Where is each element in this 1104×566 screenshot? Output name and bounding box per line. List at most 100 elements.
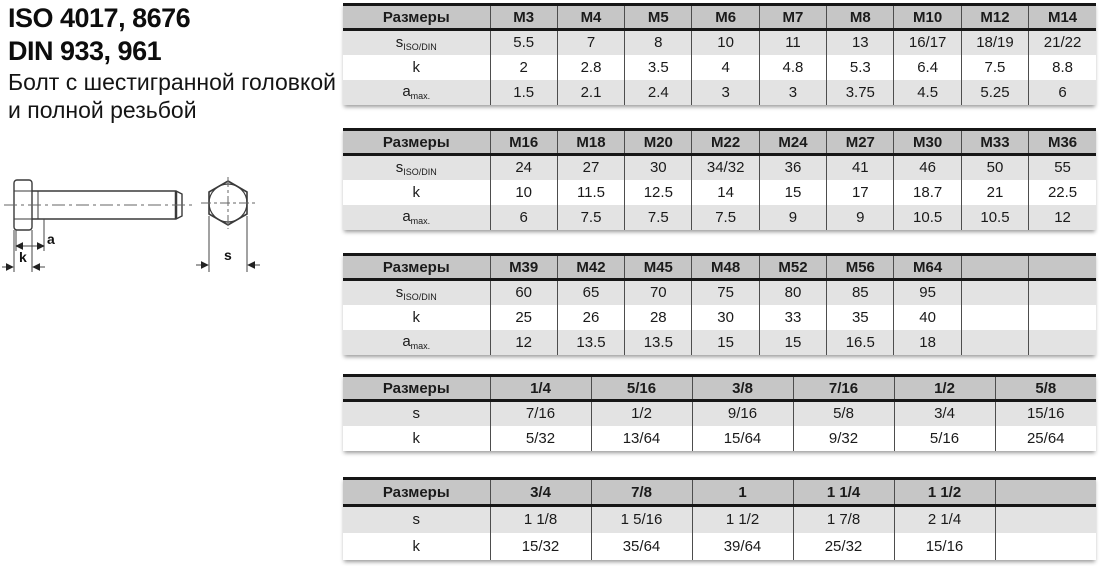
value-cell: 9/16 bbox=[691, 400, 793, 426]
size-column-header: 1 1/4 bbox=[792, 478, 894, 507]
row-label-cell: k bbox=[343, 532, 490, 560]
dimension-table-3: Размеры M39 M42 M45 M48 M52 M56 M64 sISO/DIN 60 65… bbox=[343, 253, 1096, 355]
value-cell: 35/64 bbox=[590, 532, 692, 560]
table-row: sISO/DIN 60 65 70 75 80 85 95 bbox=[343, 279, 1096, 305]
value-cell: 12 bbox=[489, 329, 558, 355]
value-cell: 2 1/4 bbox=[893, 505, 995, 533]
row-label-cell: s bbox=[343, 505, 490, 533]
value-cell: 10.5 bbox=[893, 204, 962, 230]
value-cell: 15/64 bbox=[691, 425, 793, 451]
value-cell: 11 bbox=[758, 29, 827, 55]
value-cell: 5/8 bbox=[792, 400, 894, 426]
value-cell: 10 bbox=[489, 179, 558, 205]
row-label-cell: k bbox=[343, 304, 490, 330]
table-row: k 25 26 28 30 33 35 40 bbox=[343, 304, 1096, 330]
value-cell: 10.5 bbox=[960, 204, 1029, 230]
value-cell: 6 bbox=[489, 204, 558, 230]
value-cell: 22.5 bbox=[1028, 179, 1096, 205]
value-cell: 21/22 bbox=[1028, 29, 1096, 55]
size-header-cell: Размеры bbox=[343, 478, 490, 507]
value-cell: 7 bbox=[556, 29, 625, 55]
value-cell bbox=[1028, 329, 1096, 355]
row-label-cell: k bbox=[343, 425, 490, 451]
product-description-line1: Болт с шестигранной головкой bbox=[8, 69, 336, 95]
value-cell: 1 5/16 bbox=[590, 505, 692, 533]
table-row: amax. 1.5 2.1 2.4 3 3 3.75 4.5 5.25 6 bbox=[343, 79, 1096, 105]
size-column-header bbox=[994, 478, 1096, 507]
value-cell: 39/64 bbox=[691, 532, 793, 560]
value-cell: 15 bbox=[758, 179, 827, 205]
value-cell: 12.5 bbox=[624, 179, 692, 205]
dimension-a-label: a bbox=[47, 231, 55, 247]
value-cell: 18/19 bbox=[960, 29, 1029, 55]
value-cell: 8.8 bbox=[1028, 54, 1096, 80]
size-column-header: M56 bbox=[826, 254, 894, 281]
standard-iso-title: ISO 4017, 8676 bbox=[8, 3, 191, 33]
value-cell: 9/32 bbox=[792, 425, 894, 451]
size-column-header: 3/4 bbox=[489, 478, 591, 507]
size-column-header: M8 bbox=[826, 4, 894, 31]
size-header-cell: Размеры bbox=[343, 4, 490, 31]
bolt-side-view-icon bbox=[4, 179, 194, 231]
row-label-cell: amax. bbox=[343, 329, 490, 355]
value-cell: 2.1 bbox=[556, 79, 625, 105]
row-label-cell: s bbox=[343, 400, 490, 426]
dimension-table-5: Размеры 3/4 7/8 1 1 1/4 1 1/2 s 1 1/8 1 5/16 1 1/… bbox=[343, 477, 1096, 560]
value-cell: 5.25 bbox=[960, 79, 1029, 105]
value-cell: 36 bbox=[758, 154, 827, 180]
size-column-header: M45 bbox=[624, 254, 692, 281]
size-header-cell: Размеры bbox=[343, 375, 490, 402]
value-cell: 15/16 bbox=[994, 400, 1096, 426]
value-cell: 7.5 bbox=[960, 54, 1029, 80]
dimension-s bbox=[196, 216, 260, 272]
row-label-cell: k bbox=[343, 179, 490, 205]
size-column-header: 3/8 bbox=[691, 375, 793, 402]
value-cell: 28 bbox=[624, 304, 692, 330]
value-cell: 17 bbox=[826, 179, 894, 205]
size-column-header bbox=[960, 254, 1029, 281]
value-cell: 13/64 bbox=[590, 425, 692, 451]
value-cell: 11.5 bbox=[556, 179, 625, 205]
size-column-header: M52 bbox=[758, 254, 827, 281]
value-cell: 65 bbox=[556, 279, 625, 305]
size-column-header: 7/8 bbox=[590, 478, 692, 507]
value-cell: 40 bbox=[893, 304, 962, 330]
value-cell: 10 bbox=[691, 29, 760, 55]
title-block: ISO 4017, 8676 DIN 933, 961 Болт с шести… bbox=[8, 2, 338, 124]
product-description-line2: и полной резьбой bbox=[8, 97, 197, 123]
value-cell: 21 bbox=[960, 179, 1029, 205]
size-column-header: M36 bbox=[1028, 129, 1096, 156]
value-cell: 13.5 bbox=[624, 329, 692, 355]
value-cell: 9 bbox=[826, 204, 894, 230]
value-cell: 34/32 bbox=[691, 154, 760, 180]
dimension-table-4: Размеры 1/4 5/16 3/8 7/16 1/2 5/8 s 7/16 1/2 9/16 5… bbox=[343, 374, 1096, 451]
value-cell: 30 bbox=[624, 154, 692, 180]
value-cell: 15/16 bbox=[893, 532, 995, 560]
size-header-cell: Размеры bbox=[343, 254, 490, 281]
row-label-cell: amax. bbox=[343, 79, 490, 105]
size-column-header: 1 1/2 bbox=[893, 478, 995, 507]
table-row: k 15/32 35/64 39/64 25/32 15/16 bbox=[343, 532, 1096, 560]
value-cell: 6.4 bbox=[893, 54, 962, 80]
value-cell bbox=[960, 304, 1029, 330]
value-cell bbox=[960, 279, 1029, 305]
value-cell bbox=[994, 532, 1096, 560]
row-label-cell: sISO/DIN bbox=[343, 154, 490, 180]
dimension-table-1: Размеры M3 M4 M5 M6 M7 M8 M10 M12 M14 sISO/DIN 5.5 7… bbox=[343, 3, 1096, 105]
value-cell: 24 bbox=[489, 154, 558, 180]
value-cell: 46 bbox=[893, 154, 962, 180]
value-cell: 70 bbox=[624, 279, 692, 305]
size-column-header: M7 bbox=[758, 4, 827, 31]
table-row: amax. 6 7.5 7.5 7.5 9 9 10.5 10.5 12 bbox=[343, 204, 1096, 230]
value-cell: 3 bbox=[758, 79, 827, 105]
size-column-header: M33 bbox=[960, 129, 1029, 156]
value-cell: 95 bbox=[893, 279, 962, 305]
size-column-header: 5/8 bbox=[994, 375, 1096, 402]
bolt-technical-drawing: a k s bbox=[2, 177, 260, 272]
value-cell: 60 bbox=[489, 279, 558, 305]
value-cell: 12 bbox=[1028, 204, 1096, 230]
size-column-header: M6 bbox=[691, 4, 760, 31]
size-column-header: M4 bbox=[556, 4, 625, 31]
value-cell: 16/17 bbox=[893, 29, 962, 55]
dimension-s-label: s bbox=[224, 247, 232, 263]
